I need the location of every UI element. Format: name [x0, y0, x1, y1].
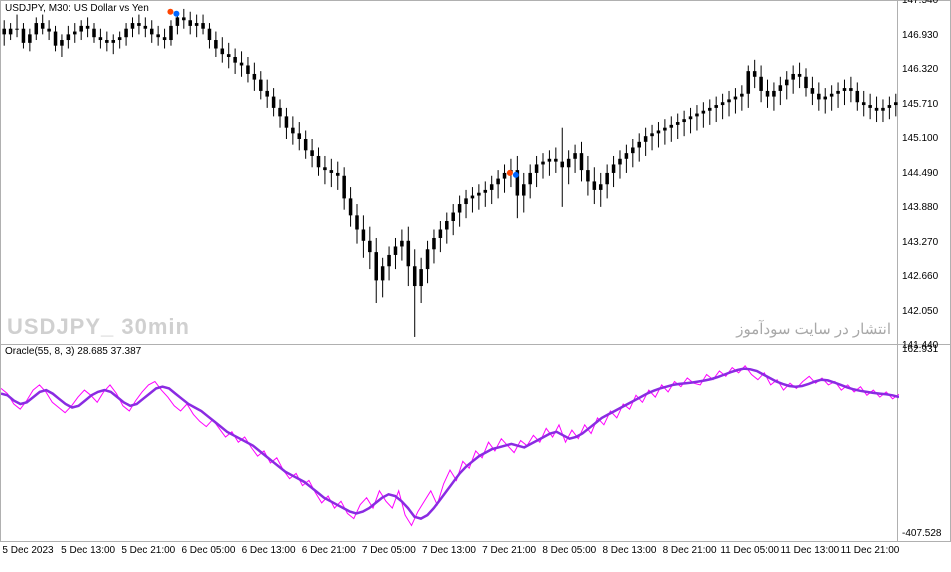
y-tick-label: 142.660 — [902, 272, 938, 282]
indicator-chart[interactable]: Oracle(55, 8, 3) 28.685 37.387 — [0, 344, 898, 542]
x-tick-label: 11 Dec 13:00 — [780, 546, 839, 556]
y-tick-label: 145.710 — [902, 100, 938, 110]
y-tick-label: 143.270 — [902, 238, 938, 248]
time-x-axis: 5 Dec 2023 5 Dec 13:00 5 Dec 21:00 6 Dec 05… — [0, 542, 951, 572]
y-tick-label: 145.100 — [902, 134, 938, 144]
x-tick-label: 7 Dec 13:00 — [422, 546, 476, 556]
price-chart[interactable]: USDJPY, M30: US Dollar vs Yen USDJPY_ 30… — [0, 0, 898, 345]
x-tick-label: 8 Dec 05:00 — [542, 546, 596, 556]
indicator-svg — [1, 344, 899, 542]
x-tick-label: 11 Dec 05:00 — [720, 546, 779, 556]
x-tick-label: 6 Dec 21:00 — [302, 546, 356, 556]
indicator-y-tick-label: -407.528 — [902, 529, 941, 539]
y-tick-label: 143.880 — [902, 203, 938, 213]
x-tick-label: 11 Dec 21:00 — [841, 546, 900, 556]
y-tick-label: 147.540 — [902, 0, 938, 6]
x-tick-label: 8 Dec 21:00 — [663, 546, 717, 556]
y-tick-label: 142.050 — [902, 307, 938, 317]
x-tick-label: 5 Dec 21:00 — [121, 546, 175, 556]
chart-attribution: انتشار در سایت سودآموز — [736, 320, 891, 338]
x-tick-label: 7 Dec 05:00 — [362, 546, 416, 556]
chart-watermark: USDJPY_ 30min — [7, 314, 190, 340]
y-tick-label: 144.490 — [902, 169, 938, 179]
x-tick-label: 6 Dec 13:00 — [242, 546, 296, 556]
chart-title: USDJPY, M30: US Dollar vs Yen — [5, 3, 149, 14]
price-y-axis: 147.540 146.930 146.320 145.710 145.100 144.4… — [898, 0, 951, 345]
x-tick-label: 8 Dec 13:00 — [602, 546, 656, 556]
y-tick-label: 146.320 — [902, 65, 938, 75]
indicator-y-axis: 162.931 -407.528 — [898, 344, 951, 542]
x-tick-label: 7 Dec 21:00 — [482, 546, 536, 556]
x-tick-label: 6 Dec 05:00 — [181, 546, 235, 556]
x-tick-label: 5 Dec 13:00 — [61, 546, 115, 556]
x-tick-label: 5 Dec 2023 — [2, 546, 53, 556]
indicator-title: Oracle(55, 8, 3) 28.685 37.387 — [5, 346, 141, 357]
indicator-y-tick-label: 162.931 — [902, 345, 938, 355]
y-tick-label: 146.930 — [902, 31, 938, 41]
candlestick-svg — [1, 1, 899, 346]
